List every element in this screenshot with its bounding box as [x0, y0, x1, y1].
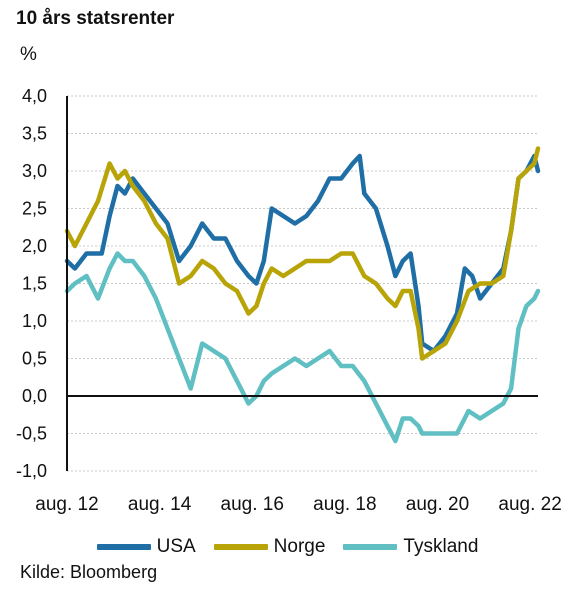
y-tick-label: 1,0	[22, 311, 47, 331]
y-tick-label: 4,0	[22, 86, 47, 106]
y-tick-label: -1,0	[16, 461, 47, 481]
x-tick-label: aug. 16	[221, 494, 284, 515]
x-tick-label: aug. 18	[313, 494, 376, 515]
y-tick-label: 3,5	[22, 124, 47, 144]
line-chart: 4,0 3,5 3,0 2,5 2,0 1,5 1,0 0,5 0,0 -0,5 -1,0 aug.…	[16, 86, 562, 515]
legend-item-norge: Norge	[213, 536, 326, 558]
x-axis-tick-labels: aug. 12 aug. 14 aug. 16 aug. 18 aug. 20 aug. …	[35, 494, 562, 515]
y-tick-label: 2,0	[22, 236, 47, 256]
y-tick-label: 0,0	[22, 386, 47, 406]
y-axis-unit-label: %	[20, 44, 37, 65]
y-tick-label: -0,5	[16, 424, 47, 444]
series-line-norge	[64, 146, 541, 361]
legend-label: Norge	[273, 536, 326, 557]
x-tick-label: aug. 22	[498, 494, 561, 515]
legend-swatch	[213, 544, 268, 550]
y-tick-label: 0,5	[22, 349, 47, 369]
legend-item-tyskland: Tyskland	[343, 536, 478, 558]
axes	[66, 96, 538, 471]
series-line-usa	[64, 153, 541, 354]
y-tick-label: 2,5	[22, 199, 47, 219]
x-tick-label: aug. 20	[406, 494, 469, 515]
legend-swatch	[343, 544, 398, 550]
y-tick-label: 3,0	[22, 161, 47, 181]
y-tick-label: 1,5	[22, 274, 47, 294]
legend-swatch	[96, 544, 151, 550]
x-tick-label: aug. 14	[128, 494, 192, 515]
chart-title: 10 års statsrenter	[16, 8, 175, 29]
series-lines	[64, 146, 541, 444]
legend-label: USA	[156, 536, 196, 557]
legend-item-usa: USA	[96, 536, 196, 558]
legend: USA Norge Tyskland	[0, 536, 575, 558]
y-axis-tick-labels: 4,0 3,5 3,0 2,5 2,0 1,5 1,0 0,5 0,0 -0,5 -1,0	[16, 86, 47, 481]
x-tick-label: aug. 12	[35, 494, 98, 515]
source-note: Kilde: Bloomberg	[20, 562, 158, 582]
series-line-tyskland	[64, 251, 541, 444]
legend-label: Tyskland	[403, 536, 479, 557]
